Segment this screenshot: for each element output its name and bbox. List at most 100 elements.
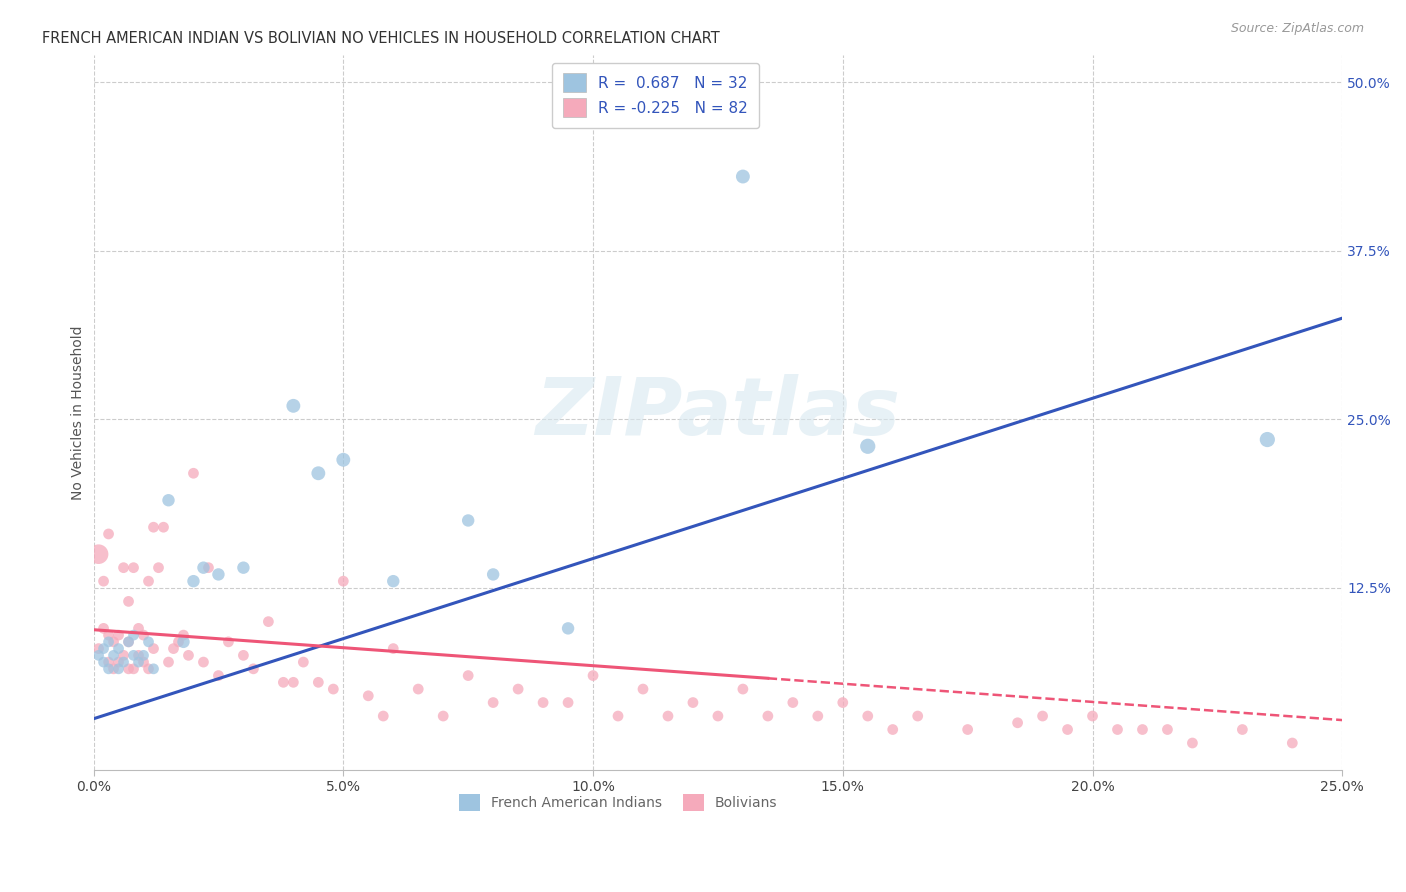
Point [273, 675, 295, 690]
Point [157, 493, 180, 508]
Point [1007, 715, 1029, 730]
Point [142, 662, 165, 676]
Point [856, 709, 879, 723]
Point [731, 681, 754, 696]
Point [557, 621, 579, 635]
Text: ZIPatlas: ZIPatlas [536, 374, 900, 451]
Point [631, 681, 654, 696]
Point [122, 628, 145, 642]
Point [132, 655, 155, 669]
Point [97, 527, 120, 541]
Point [152, 520, 174, 534]
Point [1056, 723, 1078, 737]
Point [657, 709, 679, 723]
Point [138, 574, 160, 589]
Point [112, 655, 135, 669]
Point [117, 635, 139, 649]
Point [1107, 723, 1129, 737]
Point [1032, 709, 1054, 723]
Point [97, 628, 120, 642]
Point [406, 681, 429, 696]
Point [1156, 723, 1178, 737]
Point [257, 615, 280, 629]
Point [831, 696, 853, 710]
Point [607, 709, 630, 723]
Point [167, 635, 190, 649]
Point [193, 655, 215, 669]
Point [232, 648, 254, 663]
Point [107, 662, 129, 676]
Point [183, 467, 205, 481]
Point [322, 681, 344, 696]
Point [283, 675, 305, 690]
Point [482, 567, 505, 582]
Point [242, 662, 264, 676]
Point [531, 696, 554, 710]
Point [138, 662, 160, 676]
Point [482, 696, 505, 710]
Point [97, 655, 120, 669]
Y-axis label: No Vehicles in Household: No Vehicles in Household [72, 326, 86, 500]
Point [582, 668, 605, 682]
Point [307, 467, 329, 481]
Point [87, 648, 110, 663]
Point [172, 628, 194, 642]
Point [87, 641, 110, 656]
Point [907, 709, 929, 723]
Point [207, 668, 229, 682]
Point [132, 628, 155, 642]
Point [283, 399, 305, 413]
Point [682, 696, 704, 710]
Point [122, 662, 145, 676]
Point [107, 641, 129, 656]
Point [232, 560, 254, 574]
Point [382, 641, 405, 656]
Point [117, 594, 139, 608]
Point [122, 648, 145, 663]
Point [457, 668, 479, 682]
Point [332, 452, 354, 467]
Point [87, 547, 110, 561]
Point [93, 621, 115, 635]
Point [103, 648, 125, 663]
Point [807, 709, 830, 723]
Point [103, 662, 125, 676]
Point [1181, 736, 1204, 750]
Point [183, 574, 205, 589]
Point [142, 641, 165, 656]
Point [93, 641, 115, 656]
Point [217, 635, 239, 649]
Point [122, 560, 145, 574]
Point [557, 696, 579, 710]
Point [93, 655, 115, 669]
Text: FRENCH AMERICAN INDIAN VS BOLIVIAN NO VEHICLES IN HOUSEHOLD CORRELATION CHART: FRENCH AMERICAN INDIAN VS BOLIVIAN NO VE… [42, 31, 720, 46]
Point [107, 655, 129, 669]
Point [117, 635, 139, 649]
Point [117, 662, 139, 676]
Point [457, 513, 479, 527]
Legend: French American Indians, Bolivians: French American Indians, Bolivians [453, 789, 783, 817]
Point [138, 635, 160, 649]
Point [373, 709, 395, 723]
Point [162, 641, 184, 656]
Point [107, 628, 129, 642]
Point [332, 574, 354, 589]
Point [103, 635, 125, 649]
Text: Source: ZipAtlas.com: Source: ZipAtlas.com [1230, 22, 1364, 36]
Point [142, 520, 165, 534]
Point [307, 675, 329, 690]
Point [128, 621, 150, 635]
Point [172, 635, 194, 649]
Point [93, 574, 115, 589]
Point [148, 560, 170, 574]
Point [382, 574, 405, 589]
Point [956, 723, 979, 737]
Point [731, 169, 754, 184]
Point [132, 648, 155, 663]
Point [1256, 433, 1278, 447]
Point [508, 681, 530, 696]
Point [882, 723, 904, 737]
Point [782, 696, 804, 710]
Point [432, 709, 454, 723]
Point [112, 648, 135, 663]
